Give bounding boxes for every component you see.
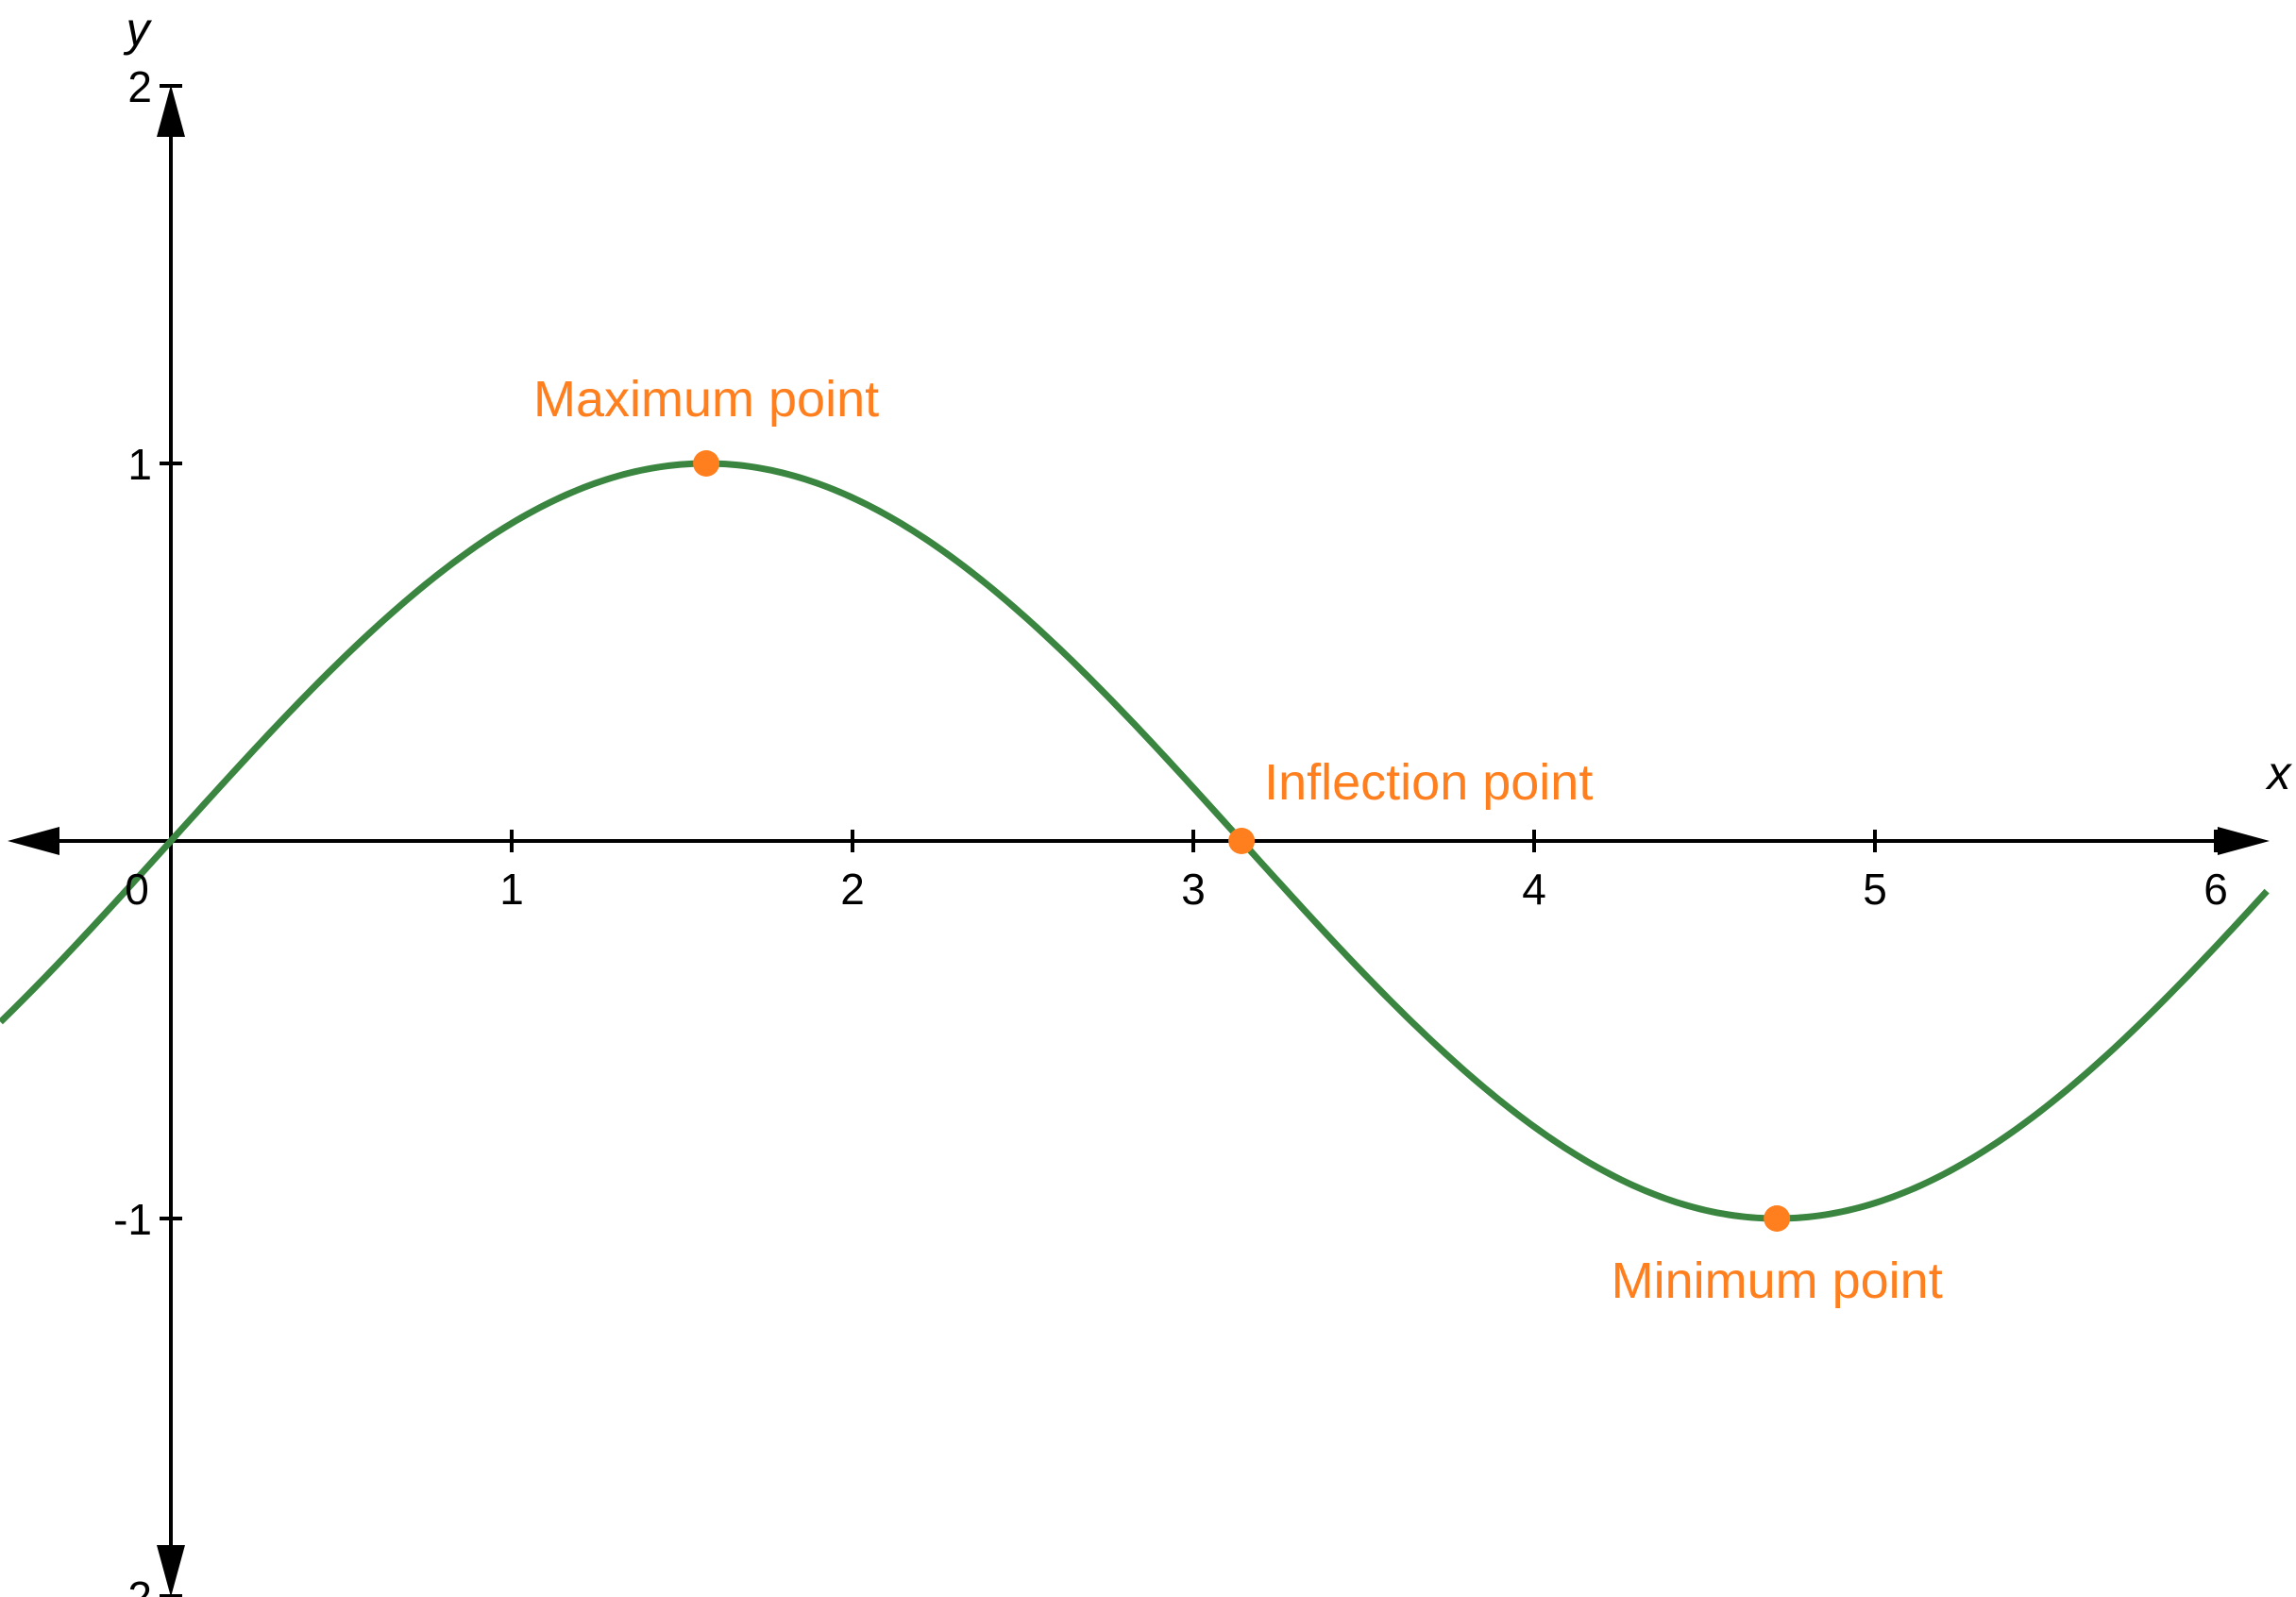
x-tick-label: 6 bbox=[2203, 865, 2228, 914]
maximum-point bbox=[693, 450, 720, 477]
y-tick-label: -2 bbox=[113, 1572, 152, 1597]
axes bbox=[8, 84, 2270, 1597]
curve-layer bbox=[0, 460, 2270, 1222]
x-axis-label: x bbox=[2266, 747, 2293, 799]
y-axis-bottom-arrow bbox=[157, 1545, 185, 1597]
x-tick-label: 3 bbox=[1181, 865, 1206, 914]
inflection-point-label: Inflection point bbox=[1264, 754, 1593, 811]
sine-curve bbox=[0, 460, 2270, 1222]
x-tick-label: 4 bbox=[1522, 865, 1546, 914]
annotation-points: Maximum point Inflection point Minimum poi… bbox=[533, 371, 1943, 1309]
x-axis-right-arrow bbox=[2218, 827, 2270, 855]
minimum-point bbox=[1764, 1205, 1791, 1232]
inflection-point bbox=[1228, 828, 1256, 854]
x-tick-label: 0 bbox=[125, 865, 149, 914]
x-tick-label: 5 bbox=[1863, 865, 1887, 914]
y-tick-label: 2 bbox=[127, 62, 152, 111]
y-tick-label: -1 bbox=[113, 1195, 152, 1244]
tick-labels: 0 1 2 3 4 5 6 2 1 -1 -2 bbox=[113, 62, 2228, 1597]
y-tick-label: 1 bbox=[127, 440, 152, 489]
y-axis-top-arrow bbox=[157, 85, 185, 137]
x-tick-label: 2 bbox=[840, 865, 865, 914]
maximum-point-label: Maximum point bbox=[533, 371, 879, 428]
y-axis-label: y bbox=[124, 3, 153, 56]
minimum-point-label: Minimum point bbox=[1612, 1252, 1943, 1309]
x-axis-left-arrow bbox=[8, 827, 59, 855]
x-tick-label: 1 bbox=[499, 865, 524, 914]
